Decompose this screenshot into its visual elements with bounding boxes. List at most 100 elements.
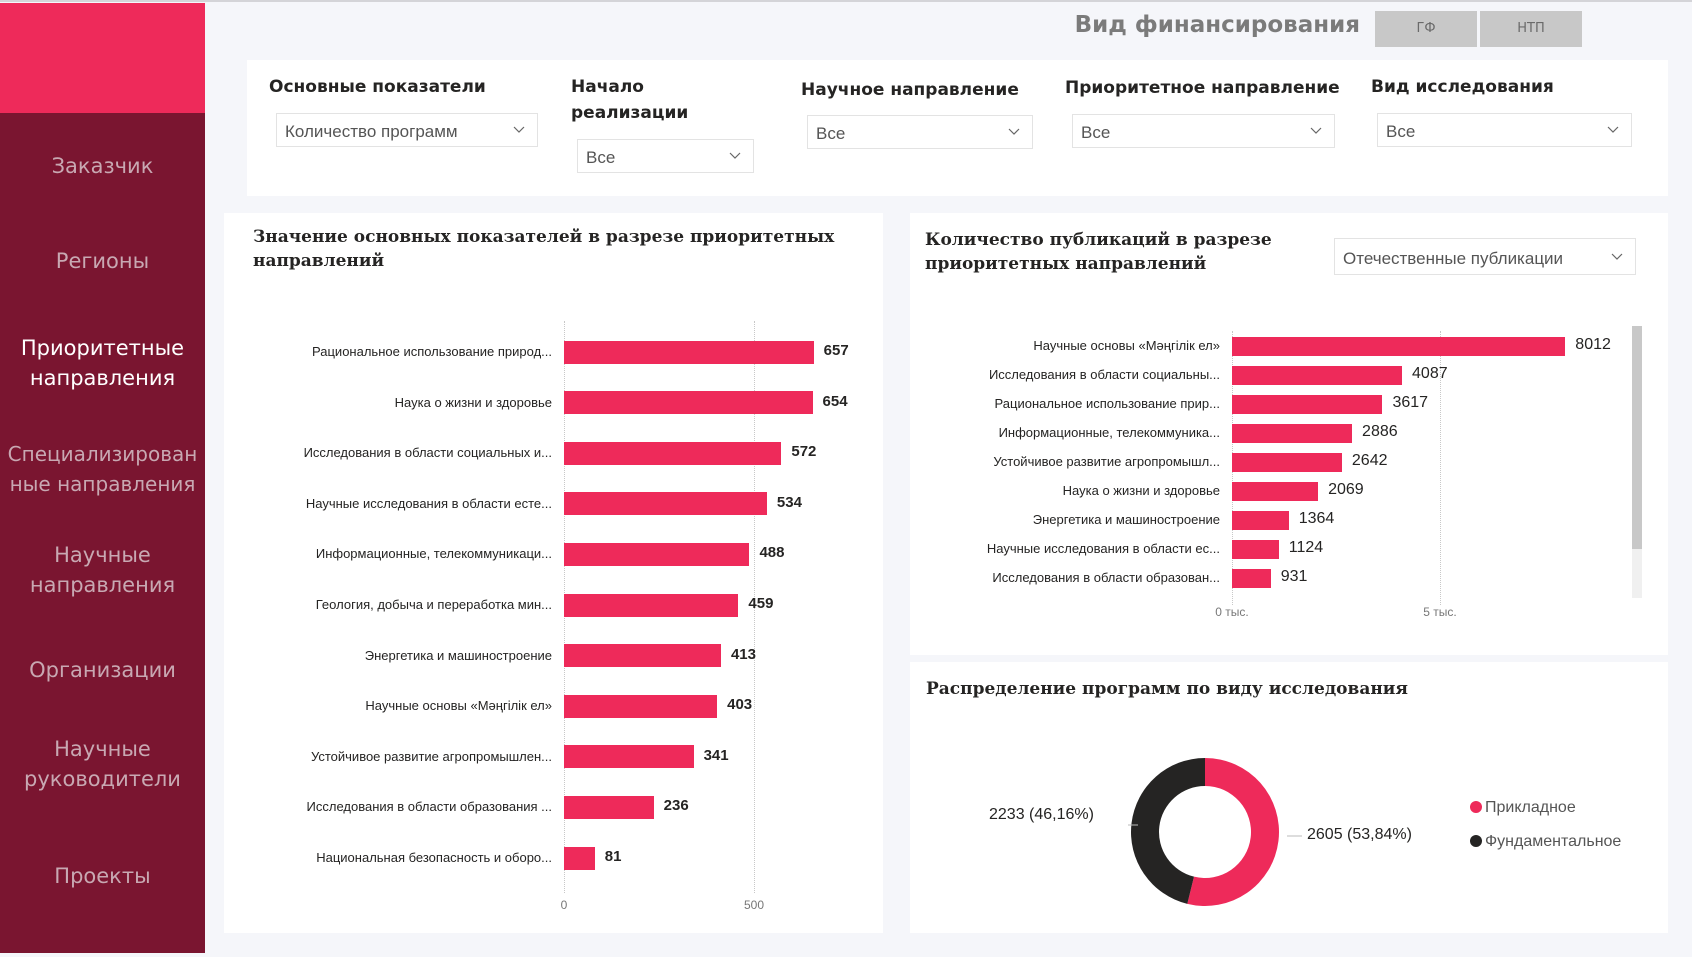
category-label: Научные основы «Мәңгілік ел»	[365, 698, 552, 714]
category-label: Национальная безопасность и оборо...	[316, 850, 552, 865]
legend-item-applied[interactable]: Прикладное	[1470, 799, 1576, 817]
sidebar-item-specialized-directions[interactable]: Специализирован ные направления	[0, 439, 205, 499]
category-label: Наука о жизни и здоровье	[1062, 483, 1220, 498]
publication-type-dropdown[interactable]: Отечественные публикации	[1334, 238, 1636, 275]
sidebar-item-scientific-directions[interactable]: Научные направления	[0, 540, 205, 600]
filter-label-indicators: Основные показатели	[269, 77, 486, 97]
category-label: Рациональное использование прир...	[994, 396, 1220, 411]
x-tick-label: 500	[743, 898, 765, 912]
bar[interactable]	[564, 745, 694, 769]
filter-label-line: Начало	[571, 77, 644, 97]
legend-item-fundamental[interactable]: Фундаментальное	[1470, 833, 1621, 851]
scrollbar-thumb[interactable]	[1632, 326, 1642, 549]
funding-gf-button[interactable]: ГФ	[1375, 11, 1477, 47]
category-label: Рациональное использование природ...	[312, 344, 552, 359]
value-label: 931	[1280, 568, 1308, 585]
chevron-down-icon	[729, 152, 741, 159]
value-label: 3617	[1392, 394, 1429, 411]
category-label: Энергетика и машиностроение	[1032, 512, 1220, 527]
sidebar-item-organizations[interactable]: Организации	[29, 658, 176, 682]
category-label: Исследования в области социальных и...	[303, 445, 552, 461]
filter-label-line: реализации	[571, 103, 689, 123]
category-label: Научные основы «Мәңгілік ел»	[1033, 338, 1220, 353]
chevron-down-icon	[513, 126, 525, 133]
category-label: Научные исследования в области есте...	[305, 495, 552, 511]
bar[interactable]	[564, 795, 654, 819]
category-label: Устойчивое развитие агропромышлен...	[310, 748, 552, 764]
bar[interactable]	[564, 846, 595, 870]
value-label: 403	[727, 696, 753, 714]
value-label: 2069	[1328, 481, 1364, 498]
dropdown-value: Все	[1081, 123, 1111, 142]
bar[interactable]	[1232, 336, 1566, 356]
category-label: Исследования в области социальны...	[988, 367, 1220, 382]
sidebar-item-label: направления	[29, 366, 176, 390]
legend-label: Фундаментальное	[1485, 833, 1622, 850]
slice-label-fundamental: 2233 (46,16%)	[989, 806, 1094, 823]
priority-direction-dropdown[interactable]: Все	[1072, 114, 1335, 148]
filter-label-scientific-direction: Научное направление	[801, 80, 1019, 100]
bar[interactable]	[1232, 423, 1353, 443]
funding-ntp-button[interactable]: НТП	[1480, 11, 1582, 47]
donut-slice-fundamental[interactable]	[1130, 758, 1205, 904]
start-year-dropdown[interactable]: Все	[577, 139, 754, 173]
sidebar-item-regions[interactable]: Регионы	[55, 249, 150, 273]
category-label: Энергетика и машиностроение	[364, 647, 552, 663]
bar[interactable]	[1232, 510, 1289, 530]
dropdown-value: Количество программ	[285, 122, 458, 141]
bar[interactable]	[564, 391, 813, 415]
bar[interactable]	[1232, 481, 1319, 501]
category-label: Информационные, телекоммуника...	[998, 425, 1220, 440]
bar[interactable]	[564, 644, 721, 668]
value-label: 1364	[1298, 510, 1335, 527]
filter-label-research-type: Вид исследования	[1371, 77, 1554, 97]
sidebar-item-customer[interactable]: Заказчик	[51, 154, 154, 178]
chart-title: Распределение программ по виду исследова…	[926, 679, 1408, 699]
sidebar-item-label: ные направления	[9, 472, 196, 496]
bar[interactable]	[564, 593, 739, 617]
research-type-dropdown[interactable]: Все	[1377, 113, 1632, 147]
value-label: 81	[604, 848, 622, 865]
legend-dot-icon	[1470, 835, 1482, 847]
bar[interactable]	[1232, 365, 1403, 385]
chevron-down-icon	[1611, 253, 1623, 260]
bar[interactable]	[1232, 394, 1383, 414]
value-label: 4087	[1412, 365, 1448, 382]
value-label: 413	[730, 645, 756, 663]
bar[interactable]	[1232, 568, 1271, 588]
sidebar-item-supervisors[interactable]: Научные руководители	[0, 734, 205, 794]
bar[interactable]	[1232, 452, 1342, 472]
sidebar-item-priority-directions[interactable]: Приоритетные направления	[0, 333, 205, 393]
value-label: 654	[822, 392, 848, 410]
sidebar-logo-area	[0, 3, 205, 113]
leader-lines	[1128, 824, 1302, 837]
chevron-down-icon	[1310, 127, 1322, 134]
funding-type-title: Вид финансирования	[1074, 12, 1360, 38]
value-label: 2886	[1362, 423, 1398, 440]
bar[interactable]	[564, 441, 782, 465]
indicators-dropdown[interactable]: Количество программ	[276, 113, 538, 147]
category-label: Научные исследования в области ес...	[986, 541, 1220, 556]
category-label: Исследования в области образован...	[992, 570, 1220, 585]
x-tick-label: 0	[560, 898, 568, 912]
dropdown-value: Отечественные публикации	[1343, 249, 1564, 268]
sidebar: Заказчик Регионы Приоритетные направлени…	[0, 3, 205, 953]
value-label: 488	[759, 544, 785, 562]
top-border	[0, 0, 1692, 2]
bar[interactable]	[1232, 539, 1279, 559]
gridline	[1440, 331, 1441, 605]
sidebar-item-label: Научные	[54, 737, 151, 761]
sidebar-item-projects[interactable]: Проекты	[54, 864, 151, 888]
sidebar-item-label: Научные	[54, 543, 151, 567]
bar[interactable]	[564, 694, 718, 718]
donut-slice-applied[interactable]	[1187, 758, 1279, 906]
value-label: 2642	[1351, 452, 1388, 469]
scientific-direction-dropdown[interactable]: Все	[807, 115, 1033, 149]
sidebar-item-label: руководители	[24, 767, 181, 791]
category-label: Информационные, телекоммуникаци...	[315, 546, 552, 562]
bar[interactable]	[564, 542, 750, 566]
bar[interactable]	[564, 492, 767, 516]
chevron-down-icon	[1607, 126, 1619, 133]
bar[interactable]	[564, 340, 814, 364]
category-label: Наука о жизни и здоровье	[394, 394, 552, 410]
